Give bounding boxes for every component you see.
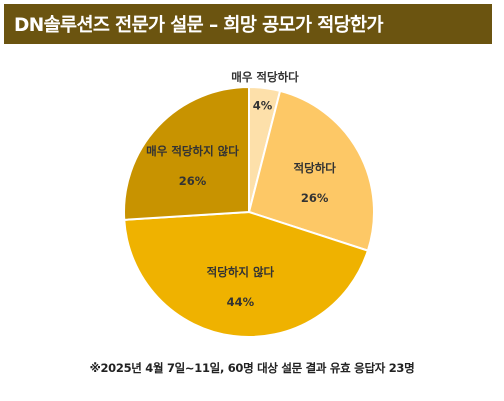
slice-label-1: 매우 적당하다 [231,70,299,84]
title-bar: DN솔루션즈 전문가 설문 – 희망 공모가 적당한가 [4,4,492,44]
slice-label-3: 적당하지 않다 [207,265,275,279]
slice-label-2: 적당하다 [294,161,337,175]
pie-slice-4 [123,85,250,221]
slice-value-1: 4% [253,98,273,112]
footnote: ※2025년 4월 7일~11일, 60명 대상 설문 결과 유효 응답자 23… [89,361,415,375]
pie-chart-svg: 매우 적당하다 4% 적당하다 26% 적당하지 않다 44% 매우 적당하지 않다 26% [123,70,375,338]
slice-label-4: 매우 적당하지 않다 [146,144,239,158]
slice-value-3: 44% [227,295,255,309]
pie-slice-3 [123,210,370,338]
slice-value-4: 26% [179,174,207,188]
chart-title: DN솔루션즈 전문가 설문 – 희망 공모가 적당한가 [14,15,384,36]
pie-slice-2 [247,89,375,252]
pie-chart: 매우 적당하다 4% 적당하다 26% 적당하지 않다 44% 매우 적당하지 않다 26% [0,48,504,348]
slice-value-2: 26% [301,191,329,205]
